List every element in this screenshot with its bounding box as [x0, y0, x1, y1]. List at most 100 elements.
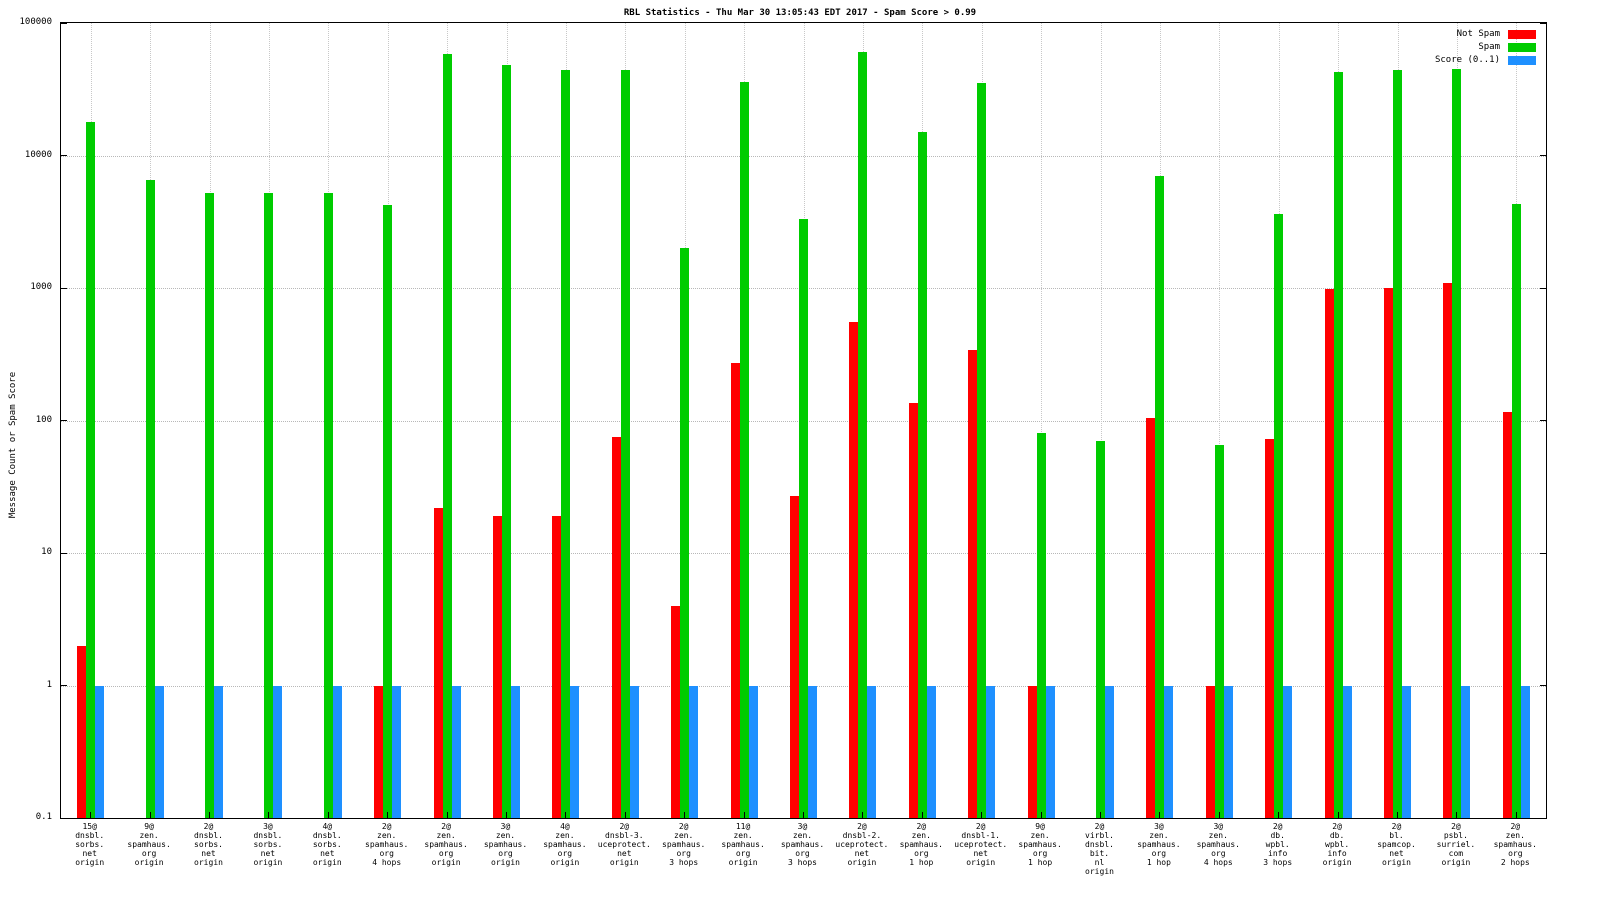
- axis-tick: [1540, 287, 1546, 289]
- axis-tick: [862, 812, 864, 818]
- legend-swatch-spam: [1508, 42, 1536, 52]
- axis-tick: [61, 685, 67, 686]
- gridline-v: [1100, 23, 1102, 818]
- bar-not-spam: [374, 685, 384, 818]
- x-tick-label: 3@ dnsbl. sorbs. net origin: [253, 822, 283, 867]
- axis-tick: [1540, 420, 1546, 421]
- bar-spam: [323, 193, 333, 818]
- bar-not-spam: [1027, 685, 1037, 818]
- y-tick-label: 1: [46, 679, 52, 690]
- bar-spam: [145, 180, 155, 818]
- bar-spam: [1393, 70, 1402, 818]
- x-tick-label: 2@ dnsbl-2. uceprotect. net origin: [835, 822, 889, 867]
- bar-score-0-1: [867, 685, 877, 818]
- x-tick-label: 2@ zen. spamhaus. org 3 hops: [662, 822, 706, 867]
- axis-tick: [565, 812, 567, 818]
- bar-not-spam: [849, 322, 859, 818]
- x-tick-label: 2@ db. wpbl. info 3 hops: [1263, 822, 1293, 867]
- bar-not-spam: [552, 516, 562, 818]
- bar-spam: [264, 193, 274, 818]
- axis-tick: [61, 420, 67, 421]
- x-tick-label: 2@ bl. spamcop. net origin: [1377, 822, 1416, 867]
- bar-spam: [86, 121, 96, 818]
- axis-tick: [1540, 685, 1546, 686]
- axis-tick: [506, 812, 507, 818]
- bar-not-spam: [1324, 289, 1334, 818]
- legend-swatch-score: [1508, 55, 1536, 65]
- legend-item-spam: Spam: [1435, 42, 1536, 52]
- axis-tick: [1540, 22, 1546, 24]
- bar-not-spam: [908, 403, 918, 818]
- bar-spam: [620, 70, 630, 818]
- x-tick-label: 3@ zen. spamhaus. org 3 hops: [780, 822, 825, 867]
- bar-score-0-1: [95, 685, 105, 818]
- axis-tick: [1100, 812, 1101, 818]
- bar-score-0-1: [1223, 685, 1233, 818]
- bar-not-spam: [493, 516, 502, 818]
- axis-tick: [61, 817, 67, 819]
- bar-score-0-1: [1461, 685, 1471, 818]
- bar-score-0-1: [926, 685, 936, 818]
- bar-spam: [1511, 204, 1521, 818]
- bar-spam: [561, 70, 571, 818]
- bar-spam: [1274, 214, 1284, 818]
- gridline-v: [1041, 23, 1043, 818]
- legend-item-not-spam: Not Spam: [1435, 29, 1536, 39]
- y-tick-label: 1000: [30, 282, 52, 292]
- gridline-v: [1219, 23, 1221, 818]
- axis-tick: [61, 155, 67, 156]
- legend-label: Spam: [1478, 42, 1500, 52]
- bar-not-spam: [790, 495, 799, 818]
- y-tick-label: 0.1: [35, 812, 52, 822]
- bar-spam: [502, 65, 511, 818]
- bar-spam: [1452, 68, 1462, 818]
- legend-item-score: Score (0..1): [1435, 55, 1536, 65]
- axis-tick: [90, 812, 92, 818]
- x-tick-label: 2@ dnsbl-3. uceprotect. net origin: [597, 822, 651, 867]
- bar-score-0-1: [689, 685, 699, 818]
- x-tick-label: 2@ zen. spamhaus. org 1 hop: [899, 822, 943, 867]
- bar-score-0-1: [273, 685, 283, 818]
- axis-tick: [1515, 812, 1517, 818]
- bar-not-spam: [433, 507, 443, 818]
- y-tick-label: 10: [41, 547, 52, 557]
- bar-spam: [1096, 441, 1105, 818]
- bar-spam: [1036, 433, 1046, 818]
- x-tick-label: 3@ zen. spamhaus. org 1 hop: [1137, 822, 1181, 867]
- bar-score-0-1: [986, 685, 996, 818]
- axis-tick: [1337, 812, 1339, 818]
- bar-score-0-1: [1045, 685, 1055, 818]
- bar-score-0-1: [392, 685, 402, 818]
- axis-tick: [387, 812, 389, 818]
- legend-label: Not Spam: [1456, 29, 1500, 39]
- bar-spam: [739, 81, 749, 818]
- bar-score-0-1: [808, 685, 817, 818]
- x-tick-label: 2@ virbl. dnsbl. bit. nl origin: [1085, 822, 1114, 876]
- plot-area: Not Spam Spam Score (0..1): [60, 22, 1547, 819]
- bar-score-0-1: [332, 685, 342, 818]
- axis-tick: [268, 812, 270, 818]
- axis-tick: [684, 812, 686, 818]
- axis-tick: [209, 812, 210, 818]
- y-tick-label: 100: [35, 414, 52, 425]
- axis-tick: [981, 812, 983, 818]
- axis-tick: [61, 287, 67, 289]
- bar-score-0-1: [214, 685, 223, 818]
- bar-score-0-1: [629, 685, 639, 818]
- axis-tick: [446, 812, 448, 818]
- bar-not-spam: [1384, 288, 1393, 818]
- bar-score-0-1: [511, 685, 520, 818]
- axis-tick: [624, 812, 626, 818]
- axis-tick: [1540, 552, 1546, 554]
- axis-tick: [1540, 817, 1546, 819]
- x-tick-label: 3@ zen. spamhaus. org origin: [483, 822, 528, 867]
- axis-tick: [1040, 812, 1042, 818]
- bar-spam: [1333, 71, 1343, 818]
- bar-not-spam: [730, 363, 740, 818]
- bar-spam: [917, 132, 927, 818]
- axis-tick: [921, 812, 923, 818]
- bar-not-spam: [611, 437, 621, 818]
- axis-tick: [743, 812, 745, 818]
- bar-spam: [799, 219, 808, 818]
- bar-not-spam: [1443, 282, 1453, 818]
